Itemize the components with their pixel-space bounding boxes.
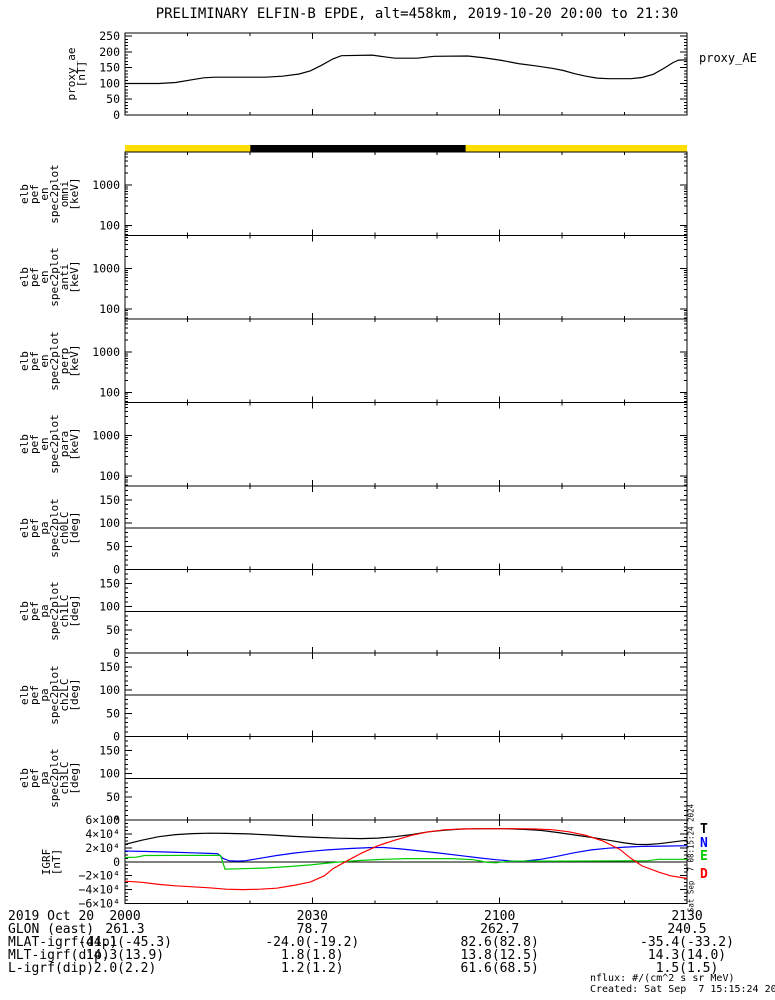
- mlat-value: -24.0(-19.2): [265, 935, 360, 950]
- footer-row-label-mlt: MLT-igrf(dip): [8, 948, 110, 963]
- xtick-label: 2130: [671, 909, 703, 924]
- svg-text:200: 200: [99, 45, 120, 59]
- axis-label-perp: elb pef en spec2plot perp [keV]: [18, 330, 81, 391]
- axis-label-ch0lc: elb pef pa spec2plot ch0LC [deg]: [18, 497, 81, 558]
- svg-text:−4×10⁴: −4×10⁴: [78, 883, 120, 897]
- svg-text:0: 0: [113, 646, 120, 660]
- svg-text:6×10⁴: 6×10⁴: [85, 813, 120, 827]
- svg-text:0: 0: [113, 813, 120, 827]
- page-title: PRELIMINARY ELFIN-B EPDE, alt=458km, 201…: [155, 6, 679, 22]
- svg-text:50: 50: [106, 790, 120, 804]
- svg-text:250: 250: [99, 29, 120, 43]
- svg-text:0: 0: [113, 563, 120, 577]
- xtick-label: 2030: [296, 909, 328, 924]
- mlt-value: 13.8(12.5): [460, 948, 539, 963]
- axis-label-omni: elb pef en spec2plot omni [keV]: [18, 163, 81, 224]
- glon-value: 262.7: [480, 922, 520, 937]
- lshell-value: 1.5(1.5): [655, 961, 719, 976]
- svg-text:100: 100: [99, 600, 120, 614]
- nflux-units-note: nflux: #/(cm^2 s sr MeV): [590, 973, 735, 984]
- svg-text:100: 100: [99, 76, 120, 90]
- svg-text:50: 50: [106, 92, 120, 106]
- axis-label-anti: elb pef en spec2plot anti [keV]: [18, 247, 81, 308]
- glon-value: 240.5: [667, 922, 707, 937]
- glon-value: 78.7: [296, 922, 328, 937]
- svg-text:−6×10⁴: −6×10⁴: [78, 897, 120, 911]
- footer-row-label-l: L-igrf(dip): [8, 961, 95, 976]
- svg-text:2×10⁴: 2×10⁴: [85, 841, 120, 855]
- axis-label-ch1lc: elb pef pa spec2plot ch1LC [deg]: [18, 581, 81, 642]
- axis-label-para: elb pef en spec2plot para [keV]: [18, 414, 81, 475]
- xtick-label: 2000: [109, 909, 141, 924]
- svg-text:0: 0: [113, 855, 120, 869]
- lshell-value: 61.6(68.5): [460, 961, 539, 976]
- svg-text:150: 150: [99, 493, 120, 507]
- svg-text:150: 150: [99, 576, 120, 590]
- svg-text:100: 100: [99, 302, 120, 316]
- legend-item-E: E: [700, 849, 708, 864]
- axis-label-ch3lc: elb pef pa spec2plot ch3LC [deg]: [18, 748, 81, 809]
- vertical-timestamp: Sat Sep 7 08:15:24 2024: [686, 803, 696, 913]
- proxy-ae-series-label: proxy_AE: [699, 51, 757, 65]
- svg-text:1000: 1000: [92, 262, 120, 276]
- svg-text:0: 0: [113, 108, 120, 122]
- svg-text:150: 150: [99, 660, 120, 674]
- mlat-value: -44.1(-45.3): [78, 935, 172, 950]
- legend-item-T: T: [700, 822, 708, 837]
- footer-row-label-glon: GLON (east): [8, 922, 95, 937]
- axis-label-proxy-ae: proxy_ae [nT]: [65, 47, 88, 101]
- svg-text:1000: 1000: [92, 178, 120, 192]
- svg-text:100: 100: [99, 385, 120, 399]
- svg-text:150: 150: [99, 743, 120, 757]
- xtick-label: 2100: [484, 909, 516, 924]
- legend-item-N: N: [700, 836, 708, 851]
- axis-label-ch2lc: elb pef pa spec2plot ch2LC [deg]: [18, 664, 81, 725]
- svg-text:100: 100: [99, 218, 120, 232]
- svg-text:100: 100: [99, 767, 120, 781]
- mlt-value: 14.3(14.0): [647, 948, 727, 963]
- svg-text:0: 0: [113, 730, 120, 744]
- svg-text:1000: 1000: [92, 345, 120, 359]
- svg-text:−2×10⁴: −2×10⁴: [78, 869, 120, 883]
- mlt-value: 1.8(1.8): [280, 948, 344, 963]
- lshell-value: 2.0(2.2): [93, 961, 157, 976]
- legend-item-D: D: [700, 867, 708, 882]
- lshell-value: 1.2(1.2): [280, 961, 344, 976]
- created-note: Created: Sat Sep 7 15:15:24 2024: [590, 984, 775, 995]
- mlat-value: -35.4(-33.2): [640, 935, 734, 950]
- glon-value: 261.3: [105, 922, 145, 937]
- footer-row-label-mlat: MLAT-igrf(dip): [8, 935, 118, 950]
- mlat-value: 82.6(82.8): [460, 935, 539, 950]
- svg-text:100: 100: [99, 469, 120, 483]
- svg-text:150: 150: [99, 61, 120, 75]
- axis-label-igrf: IGRF [nT]: [40, 848, 63, 876]
- mlt-value: 14.3(13.9): [85, 948, 165, 963]
- svg-text:50: 50: [106, 539, 120, 553]
- svg-text:50: 50: [106, 706, 120, 720]
- svg-text:100: 100: [99, 683, 120, 697]
- footer-row-label-date: 2019 Oct 20: [8, 909, 95, 924]
- svg-text:50: 50: [106, 623, 120, 637]
- svg-text:1000: 1000: [92, 429, 120, 443]
- svg-text:100: 100: [99, 516, 120, 530]
- svg-text:4×10⁴: 4×10⁴: [85, 827, 120, 841]
